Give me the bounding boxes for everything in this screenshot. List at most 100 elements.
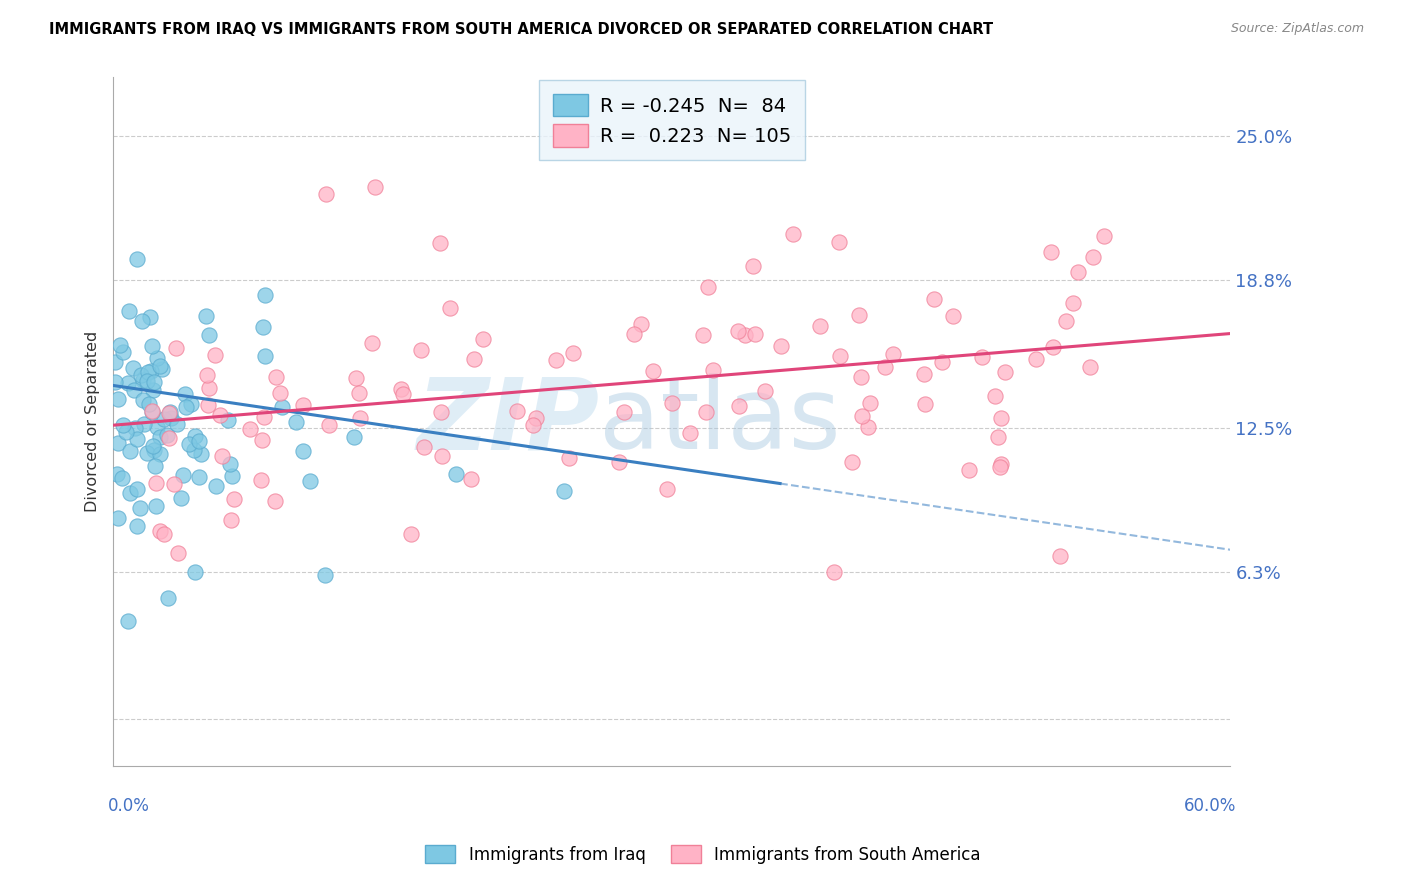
- Point: [347, 385, 370, 400]
- Point: [195, 368, 218, 382]
- Point: [183, 429, 205, 443]
- Point: [1081, 250, 1104, 264]
- Point: [562, 345, 585, 359]
- Point: [198, 327, 221, 342]
- Point: [152, 412, 174, 426]
- Point: [129, 500, 152, 515]
- Point: [218, 457, 240, 471]
- Point: [174, 387, 197, 401]
- Point: [298, 474, 321, 488]
- Point: [1067, 265, 1090, 279]
- Point: [136, 446, 159, 460]
- Point: [1054, 314, 1077, 328]
- Point: [159, 404, 181, 418]
- Point: [754, 384, 776, 398]
- Point: [125, 519, 148, 533]
- Point: [692, 328, 714, 343]
- Point: [157, 431, 180, 445]
- Point: [117, 304, 139, 318]
- Point: [315, 187, 337, 202]
- Point: [149, 524, 172, 539]
- Point: [364, 180, 387, 194]
- Point: [769, 339, 792, 353]
- Point: [285, 415, 308, 429]
- Point: [695, 405, 717, 419]
- Text: 0.0%: 0.0%: [108, 797, 150, 814]
- Point: [727, 399, 749, 413]
- Point: [150, 362, 173, 376]
- Point: [264, 370, 287, 384]
- Point: [987, 430, 1010, 444]
- Point: [141, 339, 163, 353]
- Point: [444, 467, 467, 482]
- Point: [463, 351, 485, 366]
- Point: [108, 338, 131, 352]
- Point: [156, 591, 179, 605]
- Legend: Immigrants from Iraq, Immigrants from South America: Immigrants from Iraq, Immigrants from So…: [419, 838, 987, 871]
- Point: [120, 486, 142, 500]
- Point: [118, 444, 141, 458]
- Point: [197, 381, 219, 395]
- Point: [105, 467, 128, 481]
- Point: [165, 341, 187, 355]
- Point: [291, 397, 314, 411]
- Point: [132, 417, 155, 431]
- Point: [115, 425, 138, 439]
- Point: [1092, 229, 1115, 244]
- Point: [111, 417, 134, 432]
- Point: [269, 385, 291, 400]
- Point: [558, 451, 581, 466]
- Point: [264, 494, 287, 508]
- Point: [657, 482, 679, 496]
- Point: [107, 511, 129, 525]
- Text: IMMIGRANTS FROM IRAQ VS IMMIGRANTS FROM SOUTH AMERICA DIVORCED OR SEPARATED CORR: IMMIGRANTS FROM IRAQ VS IMMIGRANTS FROM …: [49, 22, 993, 37]
- Point: [160, 411, 183, 425]
- Point: [170, 491, 193, 505]
- Point: [146, 419, 169, 434]
- Point: [808, 319, 831, 334]
- Point: [851, 409, 873, 423]
- Point: [136, 374, 159, 388]
- Point: [984, 388, 1007, 402]
- Point: [104, 355, 127, 369]
- Point: [679, 425, 702, 440]
- Point: [141, 404, 163, 418]
- Point: [430, 450, 453, 464]
- Point: [630, 317, 652, 331]
- Point: [205, 479, 228, 493]
- Point: [145, 475, 167, 490]
- Point: [412, 440, 434, 454]
- Point: [361, 336, 384, 351]
- Point: [343, 430, 366, 444]
- Point: [104, 375, 127, 389]
- Point: [882, 347, 904, 361]
- Point: [314, 568, 336, 582]
- Point: [136, 365, 159, 379]
- Point: [641, 364, 664, 378]
- Point: [152, 526, 174, 541]
- Point: [873, 360, 896, 375]
- Point: [172, 467, 194, 482]
- Point: [972, 351, 994, 365]
- Point: [524, 411, 547, 425]
- Point: [922, 292, 945, 306]
- Point: [782, 227, 804, 242]
- Point: [391, 387, 413, 401]
- Point: [1025, 351, 1047, 366]
- Point: [254, 349, 277, 363]
- Point: [129, 368, 152, 382]
- Point: [117, 376, 139, 390]
- Point: [253, 410, 276, 425]
- Point: [167, 546, 190, 560]
- Point: [741, 260, 763, 274]
- Point: [553, 483, 575, 498]
- Point: [194, 310, 217, 324]
- Point: [430, 405, 453, 419]
- Point: [848, 308, 870, 322]
- Point: [252, 320, 274, 334]
- Point: [107, 392, 129, 406]
- Point: [239, 422, 262, 436]
- Point: [931, 355, 953, 369]
- Text: Source: ZipAtlas.com: Source: ZipAtlas.com: [1230, 22, 1364, 36]
- Point: [349, 410, 371, 425]
